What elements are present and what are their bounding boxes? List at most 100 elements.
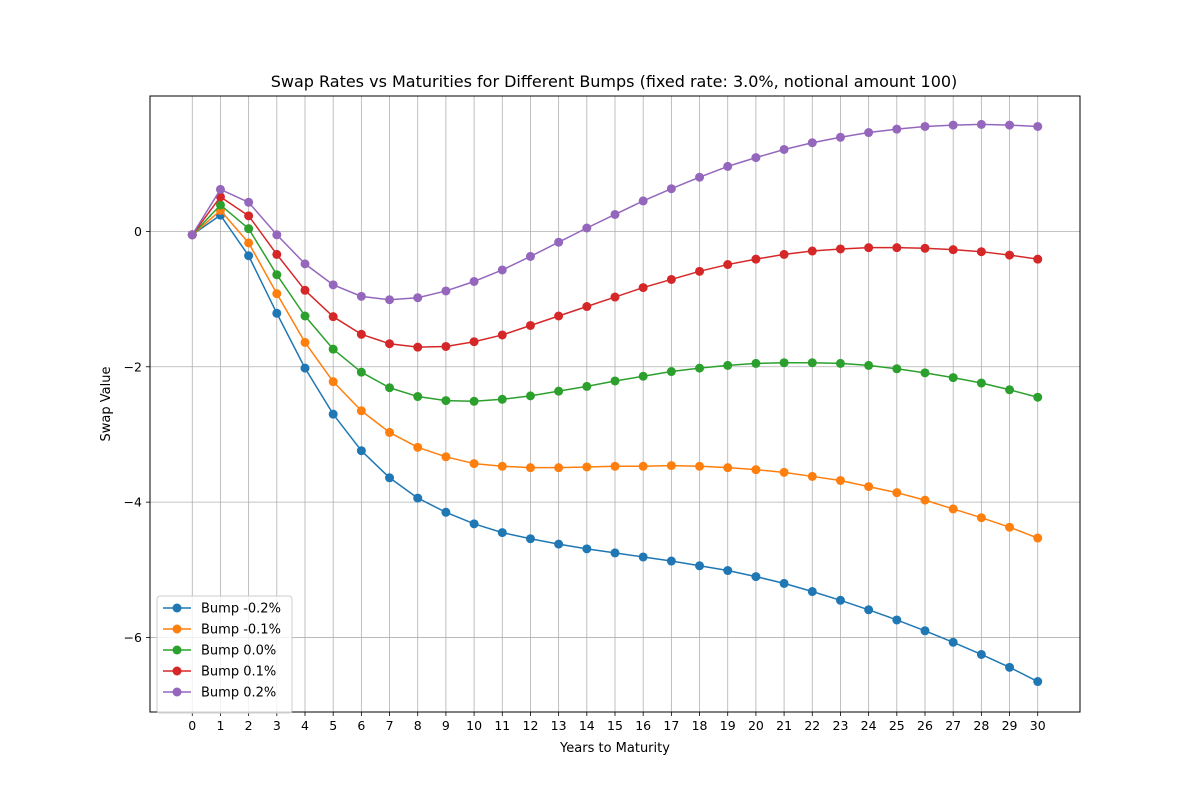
data-point — [638, 371, 648, 381]
y-axis: −6 −4 −2 0 — [124, 224, 150, 645]
data-point — [469, 519, 479, 529]
data-point — [385, 383, 395, 393]
data-point — [835, 475, 845, 485]
data-point — [441, 341, 451, 351]
data-point — [610, 292, 620, 302]
data-point — [751, 153, 761, 163]
data-point — [892, 124, 902, 134]
data-point — [215, 192, 225, 202]
data-point — [272, 289, 282, 299]
legend-box — [156, 595, 293, 714]
legend-label: Bump 0.2% — [201, 686, 276, 701]
x-tick-label: 13 — [551, 718, 567, 733]
data-point — [610, 548, 620, 558]
data-point — [385, 427, 395, 437]
y-tick-label: −2 — [124, 359, 142, 374]
data-point — [300, 337, 310, 347]
data-point — [1005, 250, 1015, 260]
x-tick-label: 14 — [579, 718, 595, 733]
data-point — [525, 391, 535, 401]
x-axis-label: Years to Maturity — [559, 741, 670, 756]
legend: Bump -0.2% Bump -0.1% Bump 0.0% Bump 0.1% Bu… — [156, 595, 293, 714]
data-point — [1033, 533, 1043, 543]
data-point — [554, 386, 564, 396]
data-point — [244, 251, 254, 261]
data-point — [864, 605, 874, 615]
data-point — [695, 363, 705, 373]
data-point — [976, 247, 986, 257]
data-point — [244, 238, 254, 248]
data-point — [244, 224, 254, 234]
data-point — [272, 230, 282, 240]
data-point — [582, 223, 592, 233]
data-point — [1033, 392, 1043, 402]
y-tick-label: −6 — [124, 630, 142, 645]
data-point — [864, 128, 874, 138]
x-tick-label: 24 — [861, 718, 877, 733]
data-point — [751, 254, 761, 264]
data-point — [328, 344, 338, 354]
data-point — [666, 461, 676, 471]
data-point — [469, 459, 479, 469]
data-point — [1005, 385, 1015, 395]
data-point — [554, 463, 564, 473]
data-point — [638, 196, 648, 206]
legend-item: Bump -0.1% — [163, 623, 281, 638]
data-point — [1033, 121, 1043, 131]
data-point — [864, 482, 874, 492]
data-point — [244, 197, 254, 207]
data-point — [441, 286, 451, 296]
data-point — [356, 329, 366, 339]
data-point — [864, 243, 874, 253]
data-point — [1033, 254, 1043, 264]
legend-marker — [172, 645, 182, 655]
legend-item: Bump 0.1% — [163, 665, 276, 680]
data-point — [582, 302, 592, 312]
x-tick-label: 12 — [523, 718, 539, 733]
data-point — [920, 368, 930, 378]
data-point — [356, 406, 366, 416]
data-point — [525, 463, 535, 473]
data-point — [807, 587, 817, 597]
x-tick-label: 25 — [889, 718, 905, 733]
data-point — [807, 138, 817, 148]
data-point — [272, 308, 282, 318]
y-tick-label: 0 — [134, 224, 142, 239]
legend-marker — [172, 666, 182, 676]
data-point — [948, 245, 958, 255]
legend-item: Bump 0.0% — [163, 644, 276, 659]
data-point — [638, 283, 648, 293]
data-point — [779, 249, 789, 259]
legend-label: Bump 0.0% — [201, 644, 276, 659]
data-point — [864, 360, 874, 370]
x-tick-label: 17 — [663, 718, 679, 733]
x-tick-label: 20 — [748, 718, 764, 733]
data-point — [779, 578, 789, 588]
series-2 — [187, 205, 1043, 543]
x-tick-label: 22 — [804, 718, 820, 733]
x-tick-label: 10 — [466, 718, 482, 733]
data-point — [751, 572, 761, 582]
data-point — [385, 295, 395, 305]
data-point — [215, 200, 225, 210]
data-point — [244, 211, 254, 221]
data-point — [751, 465, 761, 475]
data-point — [976, 378, 986, 388]
x-tick-label: 21 — [776, 718, 792, 733]
data-point — [356, 446, 366, 456]
series-3 — [187, 200, 1043, 406]
data-point — [300, 285, 310, 295]
legend-marker — [172, 687, 182, 697]
data-point — [723, 463, 733, 473]
data-point — [723, 360, 733, 370]
legend-marker — [172, 603, 182, 613]
data-point — [300, 311, 310, 321]
data-point — [892, 364, 902, 374]
data-point — [1033, 677, 1043, 687]
data-point — [920, 121, 930, 131]
chart-title: Swap Rates vs Maturities for Different B… — [271, 72, 958, 91]
x-tick-label: 0 — [188, 718, 196, 733]
x-tick-label: 7 — [386, 718, 394, 733]
series-5 — [187, 119, 1043, 305]
x-tick-label: 11 — [494, 718, 510, 733]
